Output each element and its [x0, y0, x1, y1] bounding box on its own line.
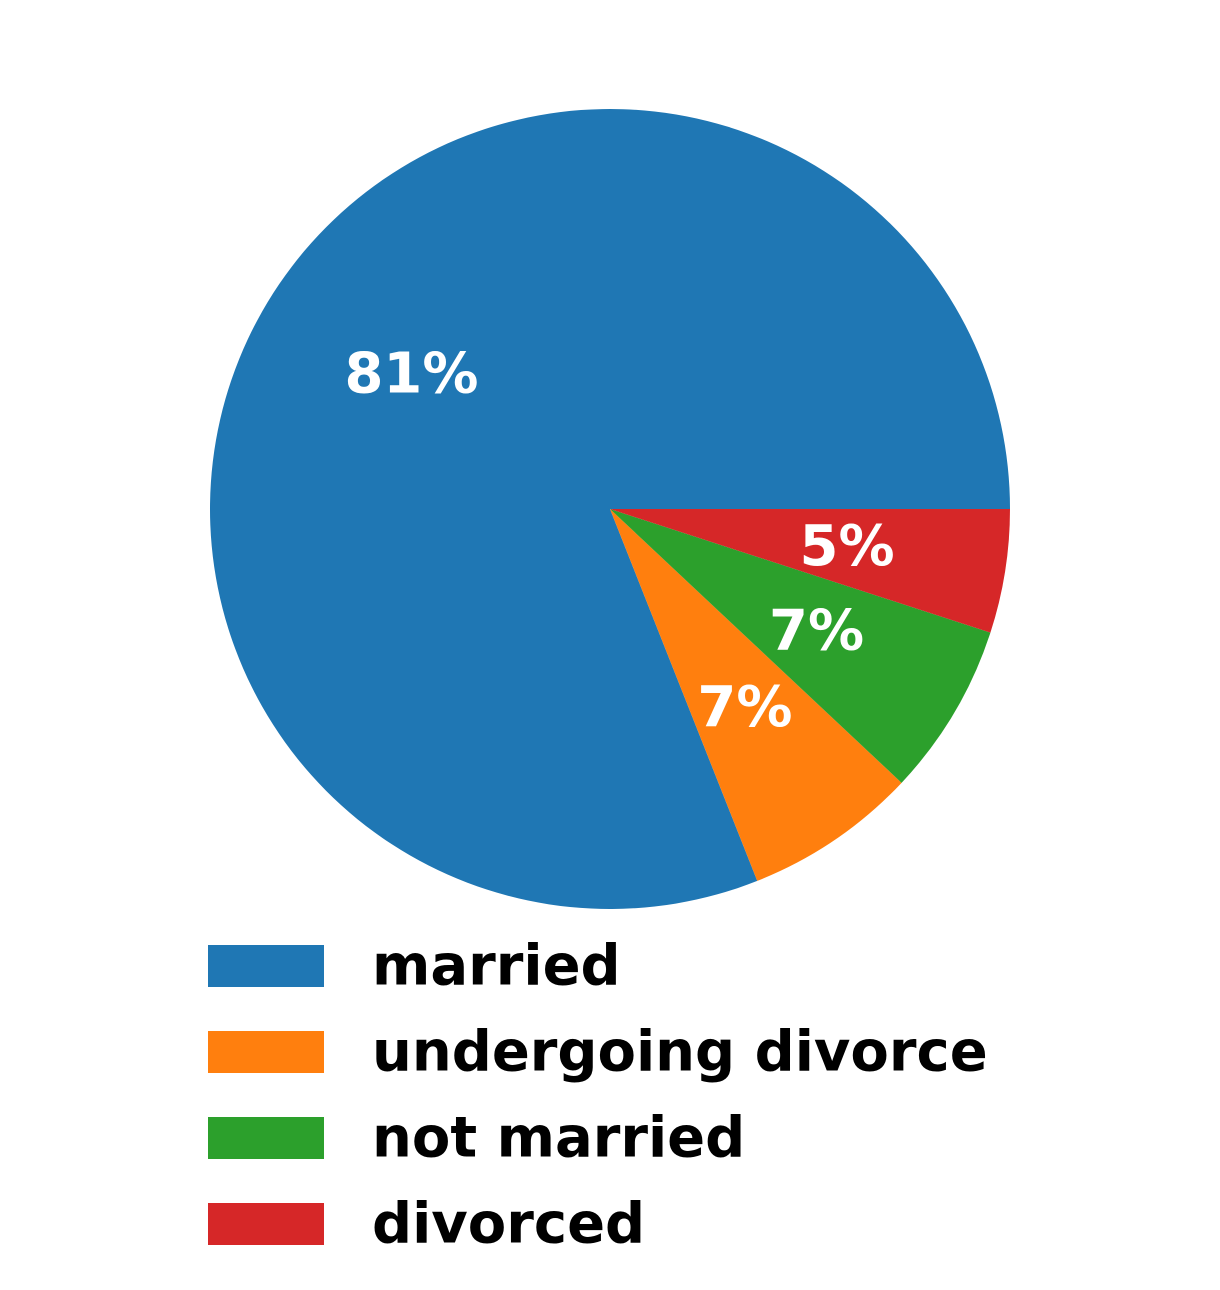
pie-slice-not-married	[610, 509, 991, 783]
legend-swatch-not-married	[208, 1117, 324, 1159]
pie-pct-label-divorced: 5%	[800, 514, 895, 579]
legend-label-married: married	[372, 934, 621, 999]
pie-slices	[209, 108, 1011, 909]
pie-pct-label-undergoing-divorce: 7%	[697, 675, 792, 740]
legend-label-not-married: not married	[372, 1106, 745, 1171]
pie-pct-label-married: 81%	[344, 342, 478, 407]
pie-slice-undergoing-divorce	[610, 509, 902, 881]
pie-pct-label-not-married: 7%	[769, 599, 864, 664]
legend: married undergoing divorce not married divo…	[208, 934, 988, 1257]
pie-slice-divorced	[610, 509, 1010, 633]
legend-swatch-married	[208, 945, 324, 987]
legend-swatch-undergoing-divorce	[208, 1031, 324, 1073]
legend-label-divorced: divorced	[372, 1192, 645, 1257]
pie-labels: 81% 7% 7% 5%	[344, 342, 894, 740]
legend-label-undergoing-divorce: undergoing divorce	[372, 1020, 988, 1085]
legend-swatch-divorced	[208, 1203, 324, 1245]
